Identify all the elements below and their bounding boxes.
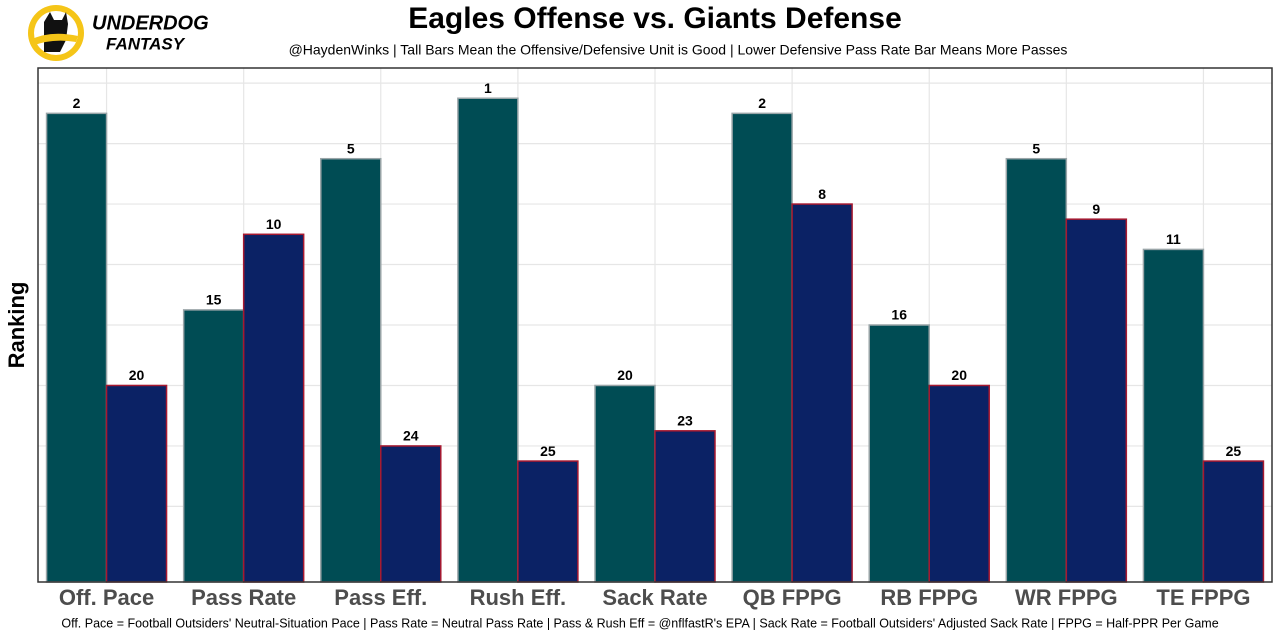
x-tick-label: QB FPPG (743, 585, 842, 610)
bar (594, 384, 656, 583)
bar (1065, 218, 1128, 583)
data-label: 10 (266, 216, 282, 232)
logo-swoosh (30, 33, 78, 46)
bar (868, 324, 930, 583)
bar (654, 430, 716, 583)
data-label: 20 (129, 367, 145, 383)
plot-border (37, 67, 1273, 583)
bar (105, 384, 168, 583)
data-label: 9 (1092, 201, 1100, 217)
chart-title: Eagles Offense vs. Giants Defense (408, 2, 902, 35)
bar (1202, 460, 1265, 583)
x-tick-label: TE FPPG (1156, 585, 1250, 610)
logo-dog (44, 12, 68, 52)
logo-text: FANTASY (106, 34, 186, 53)
x-tick-label: RB FPPG (880, 585, 978, 610)
x-tick-label: Sack Rate (602, 585, 707, 610)
data-label: 1 (484, 80, 492, 96)
x-tick-label: Pass Rate (191, 585, 296, 610)
data-label: 11 (1166, 231, 1181, 247)
bar (457, 97, 519, 583)
x-tick-label: Pass Eff. (334, 585, 427, 610)
bar (731, 112, 793, 583)
bar (1142, 248, 1205, 583)
data-label: 8 (818, 186, 826, 202)
bar (1005, 157, 1068, 583)
bar (182, 309, 245, 583)
bar (320, 157, 382, 583)
bar (928, 384, 990, 583)
data-label: 2 (758, 95, 766, 111)
data-label: 5 (1032, 140, 1040, 156)
data-label: 25 (1226, 443, 1242, 459)
x-tick-label: WR FPPG (1015, 585, 1118, 610)
bar (45, 112, 108, 583)
chart-subtitle: @HaydenWinks | Tall Bars Mean the Offens… (289, 42, 1068, 58)
data-label: 23 (677, 413, 693, 429)
data-label: 25 (540, 443, 556, 459)
data-label: 24 (403, 428, 419, 444)
x-tick-label: Off. Pace (59, 585, 154, 610)
bar (242, 233, 305, 583)
data-label: 15 (206, 292, 222, 308)
data-label: 20 (617, 367, 633, 383)
data-label: 2 (73, 95, 81, 111)
data-label: 16 (891, 307, 907, 323)
footnote: Off. Pace = Football Outsiders' Neutral-… (61, 616, 1218, 630)
bar (791, 203, 853, 583)
logo-text: UNDERDOG (92, 12, 209, 34)
x-tick-label: Rush Eff. (470, 585, 567, 610)
bar (380, 445, 442, 583)
logo: UNDERDOG FANTASY (28, 5, 209, 61)
data-label: 20 (951, 367, 967, 383)
y-axis-label: Ranking (4, 282, 29, 369)
bar (517, 460, 579, 583)
data-label: 5 (347, 140, 355, 156)
